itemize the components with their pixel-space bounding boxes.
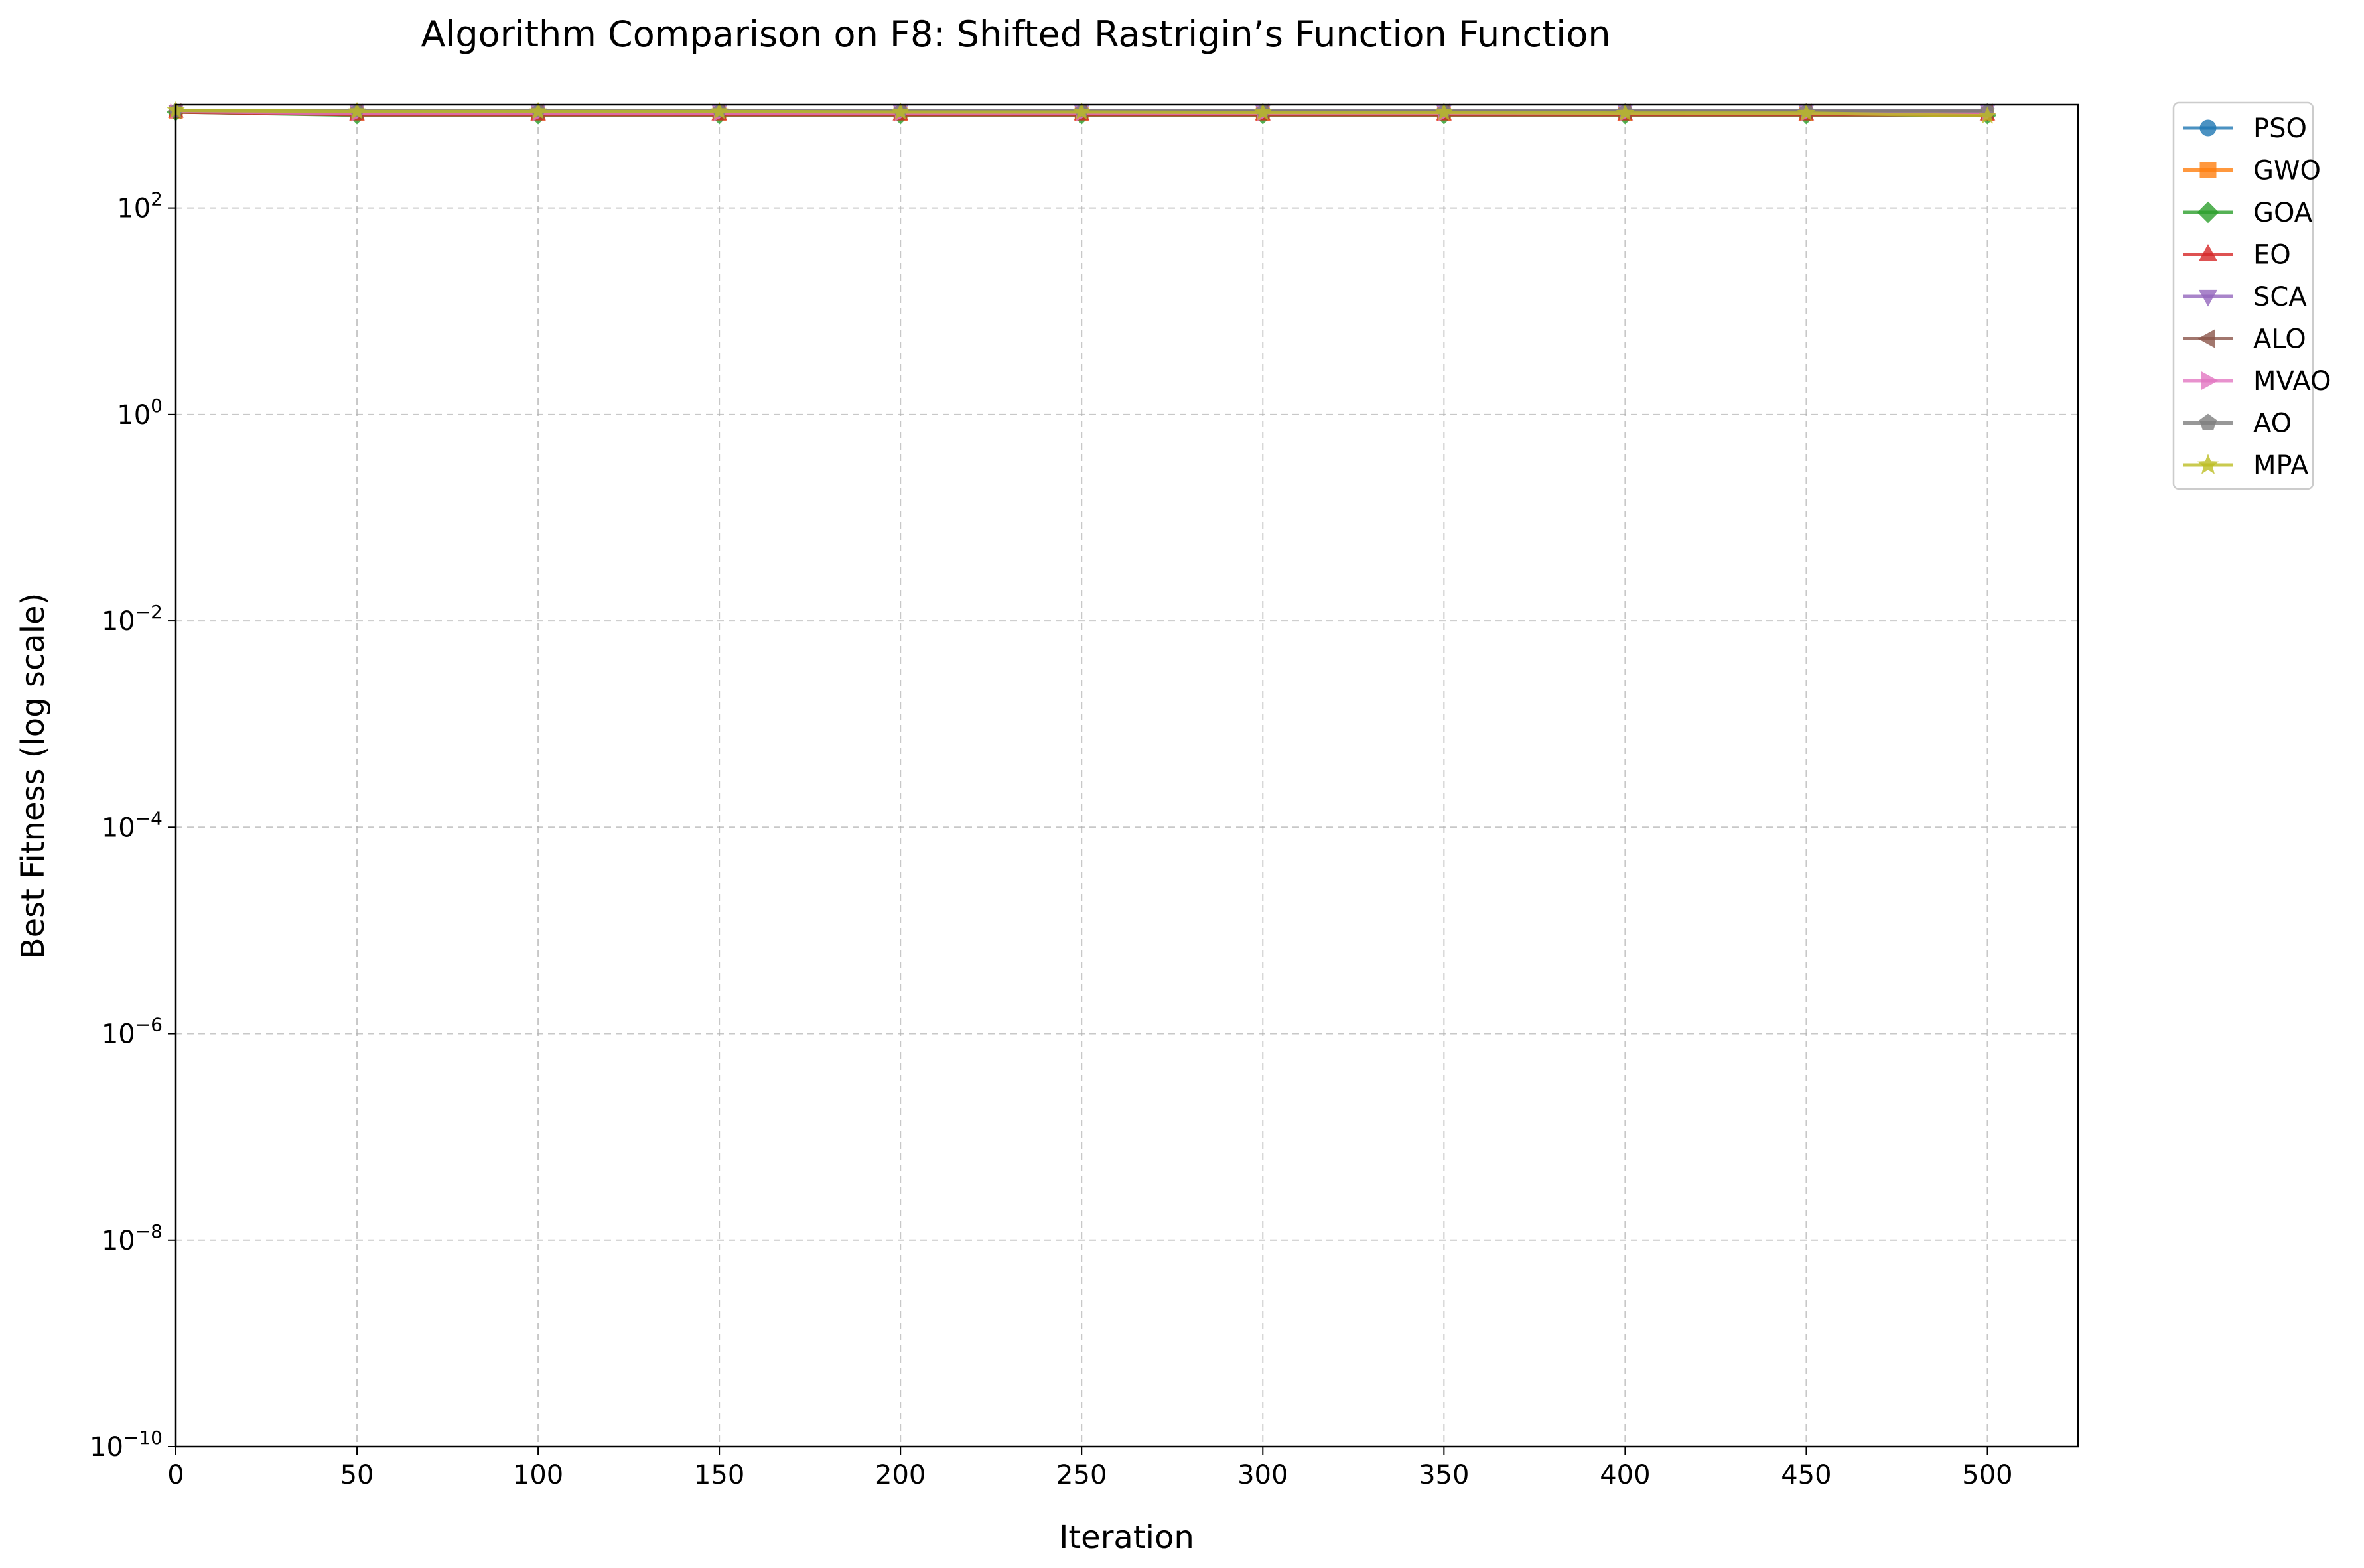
x-tick-label: 0 bbox=[167, 1460, 184, 1490]
legend-item-eo: EO bbox=[2183, 240, 2291, 271]
legend-item-mvao: MVAO bbox=[2183, 366, 2331, 397]
x-tick-label: 500 bbox=[1962, 1460, 2012, 1490]
y-tick-label: 10−6 bbox=[102, 1014, 163, 1050]
legend-item-pso: PSO bbox=[2183, 113, 2307, 144]
legend-label: PSO bbox=[2253, 113, 2307, 144]
data-point bbox=[529, 101, 547, 119]
x-axis-label: Iteration bbox=[1059, 1519, 1194, 1556]
legend-item-ao: AO bbox=[2183, 409, 2292, 439]
legend-marker bbox=[2199, 162, 2217, 178]
legend-label: GWO bbox=[2253, 156, 2321, 186]
data-point bbox=[1978, 106, 1997, 124]
chart-title: Algorithm Comparison on F8: Shifted Rast… bbox=[421, 13, 1610, 55]
legend-item-goa: GOA bbox=[2183, 198, 2313, 228]
y-axis-label: Best Fitness (log scale) bbox=[15, 593, 52, 960]
x-axis-ticks: 0 50 100 150 200 250 300 350 400 450 500 bbox=[167, 1447, 2013, 1490]
legend: PSO GWO GOA EO SCA ALO MVAO AO MPA bbox=[2172, 101, 2331, 490]
legend-label: ALO bbox=[2253, 324, 2306, 355]
data-point bbox=[1072, 102, 1091, 120]
x-tick-label: 400 bbox=[1600, 1460, 1650, 1490]
x-tick-label: 150 bbox=[694, 1460, 744, 1490]
data-point bbox=[348, 101, 366, 119]
x-tick-label: 250 bbox=[1056, 1460, 1107, 1490]
y-tick-label: 10−4 bbox=[102, 807, 163, 843]
data-point bbox=[1797, 103, 1816, 121]
x-tick-label: 100 bbox=[513, 1460, 563, 1490]
x-tick-label: 450 bbox=[1781, 1460, 1831, 1490]
y-tick-label: 102 bbox=[117, 188, 163, 224]
plot-frame bbox=[174, 103, 2079, 1448]
y-tick-label: 10−10 bbox=[90, 1427, 163, 1463]
legend-label: MVAO bbox=[2253, 366, 2331, 397]
series-mpa bbox=[167, 101, 1997, 124]
data-point bbox=[1616, 103, 1635, 121]
legend-marker bbox=[2199, 119, 2217, 137]
legend-label: GOA bbox=[2253, 198, 2313, 228]
legend-label: MPA bbox=[2253, 450, 2309, 481]
y-tick-label: 10−2 bbox=[102, 601, 163, 637]
legend-frame bbox=[2172, 101, 2314, 490]
data-point bbox=[1434, 103, 1454, 121]
legend-label: SCA bbox=[2253, 282, 2307, 312]
legend-marker bbox=[2197, 201, 2219, 224]
legend-label: AO bbox=[2253, 409, 2292, 439]
x-tick-label: 200 bbox=[875, 1460, 926, 1490]
legend-item-sca: SCA bbox=[2183, 282, 2307, 312]
y-tick-label: 10−8 bbox=[102, 1220, 163, 1256]
legend-marker bbox=[2199, 413, 2217, 430]
legend-item-mpa: MPA bbox=[2183, 450, 2309, 481]
legend-marker bbox=[2197, 329, 2215, 348]
x-tick-label: 350 bbox=[1419, 1460, 1469, 1490]
y-tick-label: 100 bbox=[117, 395, 163, 430]
legend-marker bbox=[2198, 244, 2218, 261]
legend-item-gwo: GWO bbox=[2183, 156, 2321, 186]
series-lines bbox=[167, 101, 1997, 125]
data-point bbox=[710, 101, 729, 119]
x-tick-label: 50 bbox=[340, 1460, 374, 1490]
data-point bbox=[1253, 103, 1272, 121]
legend-marker bbox=[2201, 371, 2219, 391]
data-point bbox=[891, 102, 910, 120]
y-axis-ticks: 10−10 10−8 10−6 10−4 10−2 100 102 bbox=[90, 188, 176, 1463]
grid bbox=[175, 105, 2078, 1447]
legend-label: EO bbox=[2253, 240, 2291, 271]
legend-marker bbox=[2197, 453, 2219, 474]
legend-marker bbox=[2198, 289, 2218, 307]
legend-item-alo: ALO bbox=[2183, 324, 2306, 355]
x-tick-label: 300 bbox=[1237, 1460, 1288, 1490]
